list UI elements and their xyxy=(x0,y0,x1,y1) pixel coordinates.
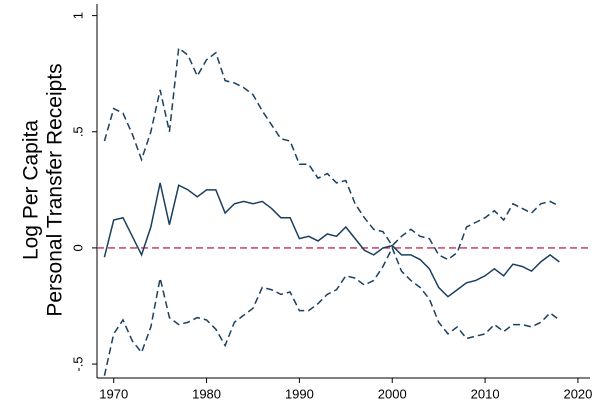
confidence-line xyxy=(103,46,560,261)
y-tick-label: -.5 xyxy=(70,356,85,371)
y-tick-label: 0 xyxy=(70,244,85,251)
y-tick-label: 1 xyxy=(70,12,85,19)
y-axis-title: Personal Transfer Receipts xyxy=(44,63,67,316)
x-tick-label: 2020 xyxy=(563,386,592,401)
estimate-line xyxy=(103,182,560,298)
x-tick-label: 1970 xyxy=(99,386,128,401)
y-axis-title: Log Per Capita xyxy=(20,120,43,260)
confidence-line xyxy=(103,246,560,376)
x-tick-label: 1980 xyxy=(192,386,221,401)
x-tick-label: 2010 xyxy=(471,386,500,401)
x-tick-label: 1990 xyxy=(285,386,314,401)
x-tick-label: 2000 xyxy=(378,386,407,401)
y-tick-label: .5 xyxy=(70,126,85,137)
